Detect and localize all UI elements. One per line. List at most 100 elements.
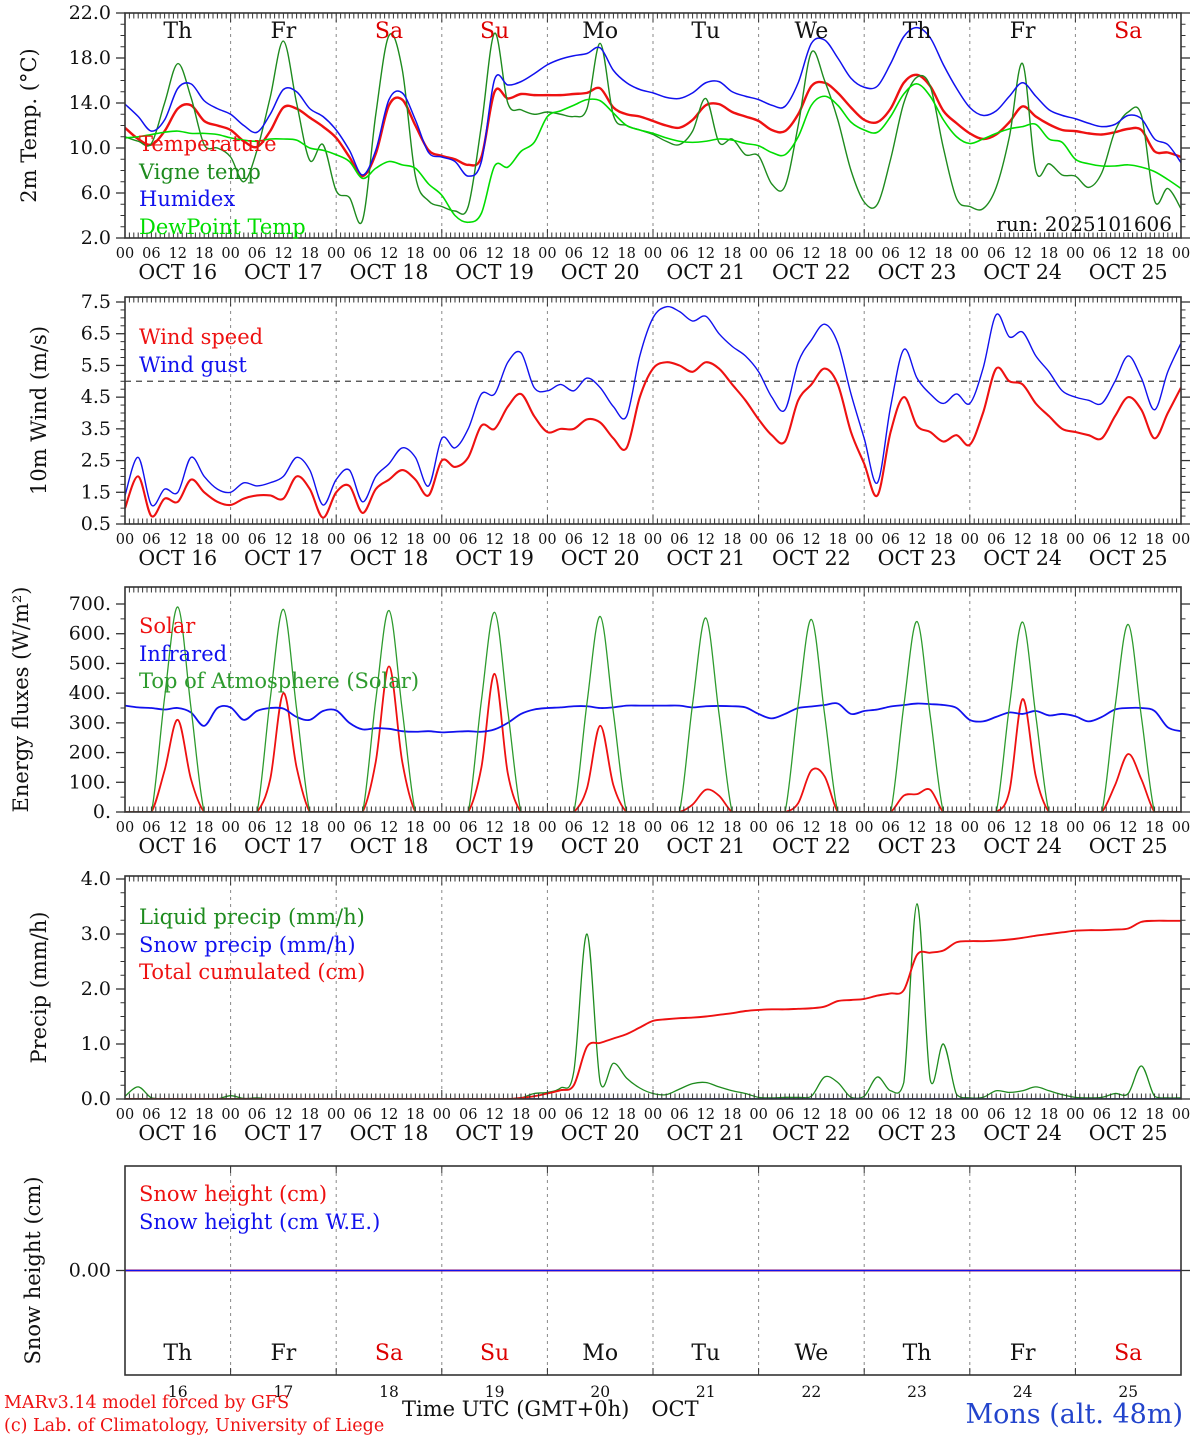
svg-text:12: 12 xyxy=(485,1107,503,1123)
ytick-label: 3.5 xyxy=(81,418,111,440)
ytick-label: 6.5 xyxy=(81,323,111,345)
svg-text:OCT 24: OCT 24 xyxy=(983,260,1062,284)
svg-text:Tu: Tu xyxy=(691,1341,720,1366)
svg-text:00: 00 xyxy=(749,1107,767,1123)
svg-text:OCT 16: OCT 16 xyxy=(138,546,217,570)
svg-text:18: 18 xyxy=(934,532,952,548)
svg-text:06: 06 xyxy=(565,246,583,262)
svg-text:OCT 21: OCT 21 xyxy=(666,1121,745,1145)
svg-text:18: 18 xyxy=(512,1107,530,1123)
model-credit: MARv3.14 model forced by GFS xyxy=(4,1393,290,1413)
svg-text:OCT 23: OCT 23 xyxy=(878,260,957,284)
svg-text:00: 00 xyxy=(644,532,662,548)
svg-text:12: 12 xyxy=(908,246,926,262)
svg-text:We: We xyxy=(794,19,828,44)
svg-text:12: 12 xyxy=(591,1107,609,1123)
svg-text:12: 12 xyxy=(1013,1107,1031,1123)
svg-text:Th: Th xyxy=(903,1341,932,1366)
legend-item-toa: Top of Atmosphere (Solar) xyxy=(139,669,420,693)
svg-text:06: 06 xyxy=(987,532,1005,548)
svg-text:06: 06 xyxy=(248,820,266,836)
svg-text:18: 18 xyxy=(301,246,319,262)
svg-text:Fr: Fr xyxy=(1010,19,1036,44)
svg-text:18: 18 xyxy=(512,246,530,262)
svg-text:06: 06 xyxy=(459,820,477,836)
svg-text:00: 00 xyxy=(961,1107,979,1123)
ytick-label: 2.0 xyxy=(81,978,111,1000)
svg-text:24: 24 xyxy=(1013,1383,1033,1401)
svg-text:Fr: Fr xyxy=(1010,1341,1036,1366)
svg-text:12: 12 xyxy=(697,820,715,836)
svg-text:Th: Th xyxy=(163,19,192,44)
legend-item-snow-precip: Snow precip (mm/h) xyxy=(139,932,356,957)
svg-text:OCT 18: OCT 18 xyxy=(350,260,429,284)
ytick-label: 7.5 xyxy=(81,291,111,313)
svg-text:Fr: Fr xyxy=(271,1341,297,1366)
svg-text:Su: Su xyxy=(480,1341,509,1366)
svg-text:OCT 17: OCT 17 xyxy=(244,1121,323,1145)
svg-text:18: 18 xyxy=(1145,820,1163,836)
ytick-label: 5.5 xyxy=(81,354,111,376)
svg-text:OCT 17: OCT 17 xyxy=(244,546,323,570)
svg-text:00: 00 xyxy=(644,820,662,836)
svg-text:18: 18 xyxy=(934,1107,952,1123)
panel-10m-wind xyxy=(116,296,1190,525)
svg-text:06: 06 xyxy=(1093,532,1111,548)
svg-text:OCT 17: OCT 17 xyxy=(244,260,323,284)
svg-text:00: 00 xyxy=(749,532,767,548)
ytick-label: 6.0 xyxy=(81,182,111,204)
svg-text:OCT 16: OCT 16 xyxy=(138,834,217,858)
legend-item-snow-height: Snow height (cm) xyxy=(139,1182,328,1206)
svg-text:00: 00 xyxy=(433,1107,451,1123)
svg-text:18: 18 xyxy=(723,246,741,262)
x-axis-title: Time UTC (GMT+0h) OCT xyxy=(402,1397,699,1421)
panel-precipitation xyxy=(116,875,1190,1100)
svg-text:12: 12 xyxy=(169,1107,187,1123)
svg-text:00: 00 xyxy=(538,246,556,262)
svg-text:18: 18 xyxy=(195,820,213,836)
svg-text:Mo: Mo xyxy=(582,19,618,44)
svg-text:12: 12 xyxy=(274,1107,292,1123)
svg-text:OCT 20: OCT 20 xyxy=(561,834,640,858)
svg-text:12: 12 xyxy=(1013,532,1031,548)
ytick-label: 3.0 xyxy=(81,923,111,945)
svg-text:06: 06 xyxy=(565,1107,583,1123)
svg-text:06: 06 xyxy=(881,1107,899,1123)
svg-text:OCT 20: OCT 20 xyxy=(561,260,640,284)
svg-text:18: 18 xyxy=(406,246,424,262)
svg-text:00: 00 xyxy=(644,1107,662,1123)
svg-text:06: 06 xyxy=(670,1107,688,1123)
ytick-label: 200. xyxy=(69,742,111,764)
legend-wind-panel: Wind speed Wind gust xyxy=(139,324,263,379)
svg-text:16: 16 xyxy=(168,1383,188,1401)
svg-text:00: 00 xyxy=(855,532,873,548)
svg-text:00: 00 xyxy=(116,1107,134,1123)
svg-text:12: 12 xyxy=(380,246,398,262)
svg-text:12: 12 xyxy=(908,532,926,548)
svg-text:06: 06 xyxy=(353,820,371,836)
legend-precip-panel: Liquid precip (mm/h) Snow precip (mm/h) … xyxy=(139,904,365,987)
svg-text:18: 18 xyxy=(1040,532,1058,548)
svg-text:12: 12 xyxy=(802,820,820,836)
svg-text:00: 00 xyxy=(1066,532,1084,548)
svg-text:06: 06 xyxy=(776,820,794,836)
svg-text:18: 18 xyxy=(617,820,635,836)
svg-text:18: 18 xyxy=(512,532,530,548)
svg-text:OCT 19: OCT 19 xyxy=(455,1121,534,1145)
svg-text:12: 12 xyxy=(591,246,609,262)
svg-text:12: 12 xyxy=(380,1107,398,1123)
svg-text:OCT 18: OCT 18 xyxy=(350,546,429,570)
svg-text:00: 00 xyxy=(1172,820,1190,836)
svg-text:12: 12 xyxy=(1013,246,1031,262)
svg-text:00: 00 xyxy=(221,246,239,262)
svg-text:00: 00 xyxy=(221,1107,239,1123)
svg-text:06: 06 xyxy=(987,820,1005,836)
svg-text:12: 12 xyxy=(380,820,398,836)
svg-text:06: 06 xyxy=(1093,820,1111,836)
svg-text:12: 12 xyxy=(1119,1107,1137,1123)
ytick-label: 0.5 xyxy=(81,513,111,535)
svg-text:00: 00 xyxy=(1172,532,1190,548)
svg-text:06: 06 xyxy=(353,532,371,548)
svg-text:25: 25 xyxy=(1118,1383,1138,1401)
svg-text:06: 06 xyxy=(142,820,160,836)
